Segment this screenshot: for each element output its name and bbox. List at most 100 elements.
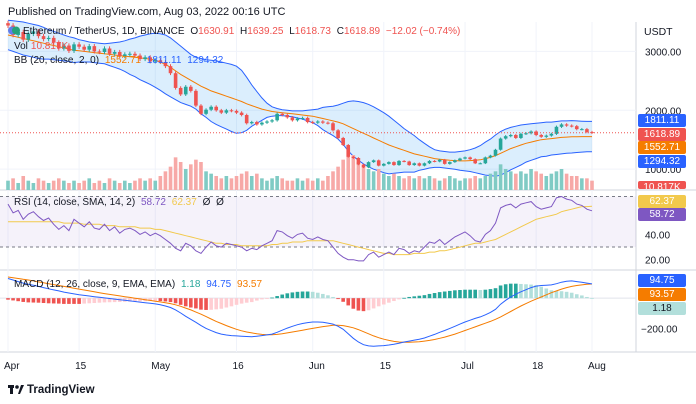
macd-tag: 94.75	[638, 274, 686, 287]
macd-histogram-bar	[488, 289, 493, 299]
tradingview-brand-label: TradingView	[27, 384, 95, 396]
candle-body	[346, 145, 351, 157]
candle-body	[173, 73, 178, 88]
volume-bar	[503, 169, 508, 190]
vol-label: Vol	[14, 41, 28, 52]
macd-histogram-bar	[437, 292, 442, 299]
candle-body	[356, 157, 361, 165]
candle-body	[559, 124, 564, 127]
volume-bar	[56, 178, 61, 190]
macd-histogram-bar	[26, 298, 31, 303]
volume-bar	[361, 166, 366, 190]
macd-histogram-bar	[102, 298, 107, 303]
volume-bar	[315, 178, 320, 190]
volume-bar	[102, 183, 107, 190]
candle-body	[498, 138, 503, 150]
candle-body	[534, 131, 538, 136]
candle-body	[524, 133, 528, 135]
volume-bar	[554, 171, 559, 190]
candle-body	[453, 160, 457, 163]
macd-histogram-bar	[442, 291, 447, 299]
volume-bar	[417, 176, 422, 190]
volume-bar	[442, 178, 447, 190]
ohlc-high-key: H	[240, 26, 248, 37]
candle-body	[62, 45, 66, 49]
candle-body	[138, 55, 142, 60]
volume-bar	[249, 176, 254, 190]
tradingview-logo-icon	[8, 384, 24, 394]
price-tick-label: 3000.00	[645, 47, 682, 58]
macd-histogram-bar	[331, 296, 335, 299]
macd-histogram-bar	[371, 298, 376, 309]
macd-histogram-bar	[234, 298, 239, 305]
macd-histogram-bar	[275, 296, 279, 299]
volume-bar	[128, 183, 132, 190]
volume-bar	[107, 178, 112, 190]
volume-bar	[371, 171, 376, 190]
macd-histogram-bar	[336, 298, 340, 300]
volume-bar	[493, 171, 498, 190]
candle-body	[574, 126, 579, 130]
volume-bar	[569, 176, 574, 190]
volume-bar	[16, 183, 20, 190]
volume-bar	[133, 180, 137, 190]
volume-bar	[539, 173, 544, 190]
rsi-legend: RSI (14, close, SMA, 14, 2) 58.72 62.37 …	[14, 197, 227, 208]
macd-histogram-bar	[239, 298, 244, 304]
candle-body	[153, 60, 158, 62]
candle-body	[92, 46, 97, 52]
candle-body	[366, 162, 371, 168]
price-tag-last: 1618.89	[638, 128, 686, 141]
candle-body	[483, 157, 488, 164]
volume-bar	[270, 178, 274, 190]
candle-body	[178, 87, 183, 95]
macd-histogram-bar	[219, 298, 224, 309]
macd-histogram-bar	[503, 284, 508, 299]
volume-bar	[163, 171, 168, 190]
macd-histogram-bar	[194, 298, 198, 309]
volume-bar	[244, 171, 249, 190]
macd-signal-tag: 93.57	[638, 288, 686, 301]
macd-histogram-bar	[534, 285, 538, 299]
macd-histogram-bar	[270, 297, 274, 299]
macd-histogram-bar	[351, 298, 356, 309]
macd-histogram-bar	[580, 295, 584, 299]
macd-histogram-bar	[432, 293, 437, 299]
macd-histogram-bar	[519, 283, 523, 299]
macd-histogram-bar	[178, 298, 183, 305]
macd-label: MACD (12, 26, close, 9, EMA, EMA)	[14, 279, 176, 290]
rsi-lower-empty: Ø	[216, 197, 224, 208]
candle-body	[133, 53, 137, 56]
macd-histogram-bar	[361, 298, 366, 312]
volume-bar	[153, 180, 158, 190]
candle-body	[224, 110, 229, 113]
candle-body	[422, 163, 427, 166]
candle-body	[143, 57, 147, 60]
tradingview-brand[interactable]: TradingView	[8, 384, 95, 396]
volume-bar	[92, 183, 97, 190]
candle-body	[41, 36, 46, 40]
macd-hist-value: 1.18	[180, 279, 201, 290]
ohlc-close-key: C	[336, 26, 344, 37]
candle-body	[112, 52, 117, 54]
candle-body	[214, 106, 219, 111]
macd-histogram-bar	[315, 292, 320, 299]
candle-body	[580, 129, 584, 131]
candle-body	[473, 159, 477, 164]
volume-bar	[422, 178, 427, 190]
volume-bar	[514, 173, 518, 190]
volume-legend: Vol 10.817K	[14, 41, 71, 52]
macd-histogram-bar	[310, 291, 315, 299]
candle-body	[468, 157, 472, 160]
volume-bar	[265, 180, 269, 190]
macd-histogram-bar	[422, 295, 427, 299]
candle-body	[31, 31, 36, 34]
volume-bar	[564, 173, 569, 190]
volume-bar	[453, 178, 457, 190]
candle-body	[265, 121, 269, 123]
x-tick-label: May	[151, 361, 170, 372]
macd-histogram-bar	[280, 294, 285, 299]
macd-histogram-bar	[138, 298, 142, 302]
macd-histogram-bar	[62, 298, 66, 304]
